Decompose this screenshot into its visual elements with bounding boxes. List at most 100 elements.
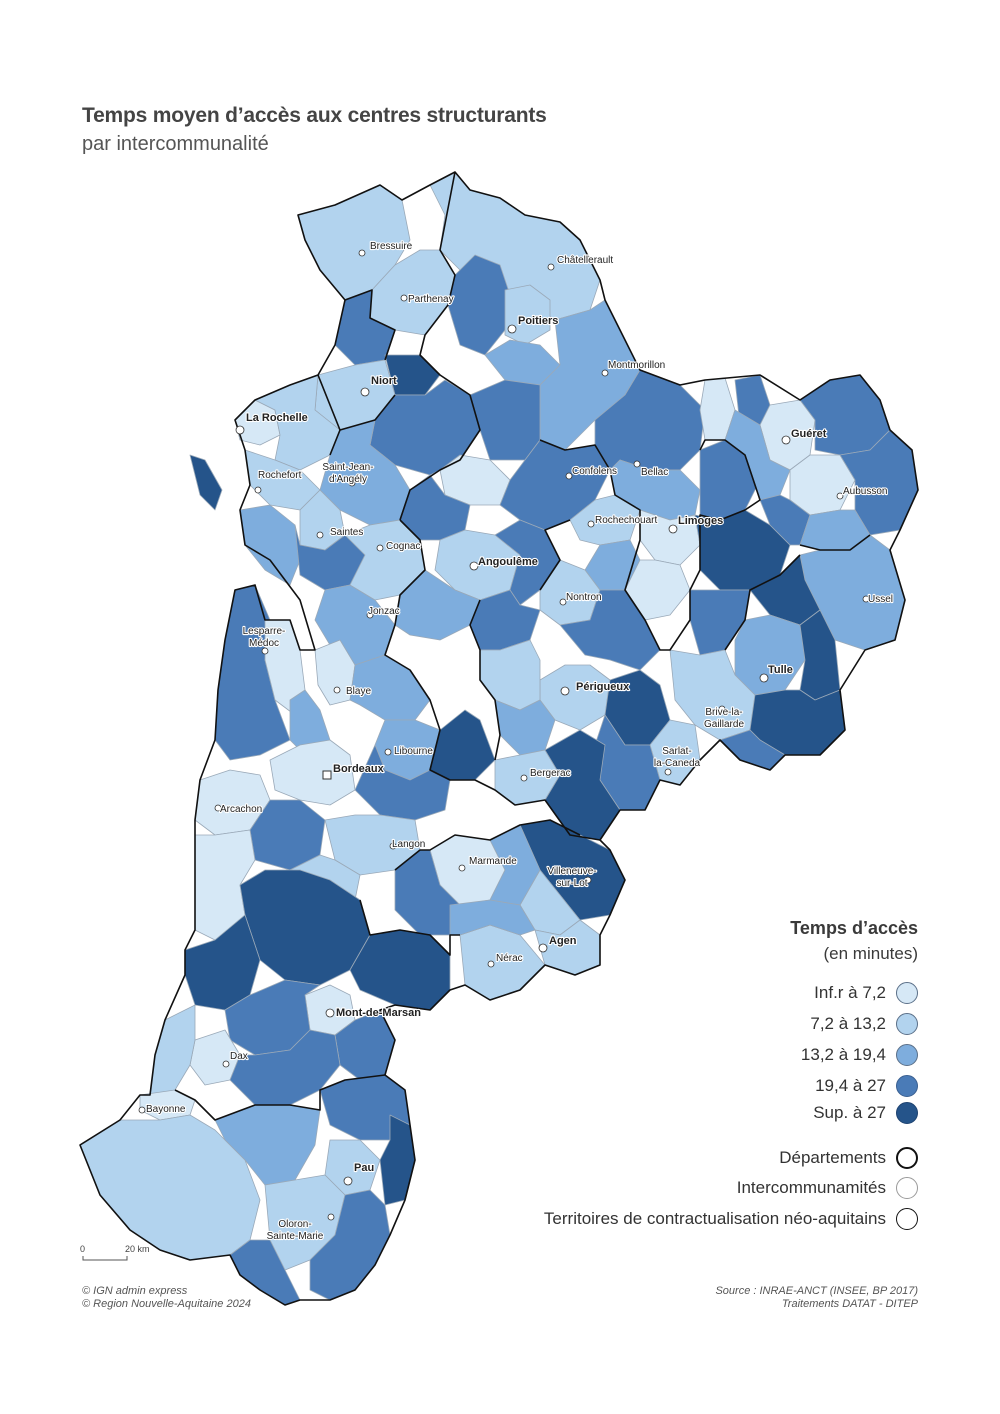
city-angouleme: Angoulême bbox=[469, 555, 539, 571]
city-marker bbox=[400, 294, 408, 302]
city-label: Lesparre-Médoc bbox=[243, 626, 286, 649]
city-label: Marmande bbox=[469, 856, 517, 867]
zone-gironde-sw bbox=[249, 799, 326, 871]
zone-rochechouart bbox=[569, 494, 641, 546]
city-marker bbox=[781, 435, 791, 445]
city-saintes: Saintes bbox=[316, 526, 364, 539]
zone-tulle bbox=[734, 614, 806, 696]
city-marker bbox=[384, 748, 392, 756]
legend-class-label: Sup. à 27 bbox=[813, 1103, 886, 1122]
city-langon: Langon bbox=[389, 838, 426, 851]
city-marker bbox=[668, 524, 678, 534]
legend-boundary-label: Territoires de contractualisation néo-aq… bbox=[543, 1209, 886, 1228]
city-marker bbox=[584, 876, 592, 884]
legend-class-4: 19,4 à 27 bbox=[815, 1074, 918, 1098]
city-mont-de-marsan: Mont-de-Marsan bbox=[325, 1006, 422, 1020]
city-niort: Niort bbox=[360, 374, 398, 397]
city-label: Arcachon bbox=[220, 804, 262, 815]
legend-class-label: Inf.r à 7,2 bbox=[814, 983, 886, 1002]
city-marker bbox=[322, 770, 332, 780]
city-marker bbox=[325, 1008, 335, 1018]
city-marker bbox=[836, 492, 844, 500]
zone-dordogne-sw bbox=[429, 709, 496, 781]
city-label: Aubusson bbox=[843, 486, 887, 497]
city-marker bbox=[360, 387, 370, 397]
city-label: Rochechouart bbox=[595, 515, 657, 526]
city-bergerac: Bergerac bbox=[520, 767, 572, 782]
city-cognac: Cognac bbox=[376, 540, 422, 553]
city-label: Saint-Jean-d'Angély bbox=[322, 462, 373, 485]
city-bordeaux: Bordeaux bbox=[322, 762, 386, 780]
city-marker bbox=[366, 611, 374, 619]
city-label: Bayonne bbox=[146, 1104, 186, 1115]
credit-source: Source : INRAE-ANCT (INSEE, BP 2017) bbox=[715, 1285, 918, 1297]
city-label: Mont-de-Marsan bbox=[336, 1007, 421, 1019]
city-label: Villeneuve-sur-Lot bbox=[547, 866, 596, 889]
legend-boundary-label: Départements bbox=[779, 1148, 886, 1167]
city-marker bbox=[507, 324, 517, 334]
city-oloron-sainte-marie: Oloron-Sainte-Marie bbox=[266, 1213, 335, 1243]
city-ussel: Ussel bbox=[862, 593, 894, 606]
zone-limoges bbox=[639, 509, 701, 566]
city-marker bbox=[327, 1213, 335, 1221]
legend-swatch bbox=[896, 1102, 918, 1124]
legend-boundary-territoires: Territoires de contractualisation néo-aq… bbox=[544, 1207, 918, 1231]
city-label: Châtellerault bbox=[557, 255, 613, 266]
city-label: Dax bbox=[230, 1051, 248, 1062]
city-marker bbox=[759, 673, 769, 683]
city-nontron: Nontron bbox=[559, 591, 603, 606]
zone-ile-oleron bbox=[189, 454, 223, 511]
city-label: Angoulême bbox=[478, 556, 538, 568]
city-label: Cognac bbox=[386, 541, 420, 552]
city-bayonne: Bayonne bbox=[138, 1103, 187, 1116]
city-label: Brive-la-Gaillarde bbox=[704, 707, 744, 730]
city-brive-la-gaillarde: Brive-la-Gaillarde bbox=[703, 705, 746, 731]
city-marker bbox=[559, 598, 567, 606]
city-saint-jean-d-angely: Saint-Jean-d'Angély bbox=[321, 461, 375, 487]
zone-vienne-west bbox=[447, 254, 511, 356]
legend-boundary-swatch bbox=[896, 1208, 918, 1230]
city-label: Bellac bbox=[641, 467, 668, 478]
city-label: Parthenay bbox=[408, 294, 454, 305]
city-label: Limoges bbox=[678, 515, 723, 527]
legend-class-3: 13,2 à 19,4 bbox=[801, 1043, 918, 1067]
legend-title: Temps d’accès bbox=[790, 918, 918, 938]
legend-boundary-intercommunalites: Intercommunamités bbox=[737, 1176, 918, 1200]
city-label: Bergerac bbox=[530, 768, 571, 779]
city-lesparre-medoc: Lesparre-Médoc bbox=[241, 625, 287, 655]
legend-swatch bbox=[896, 1075, 918, 1097]
city-marker bbox=[862, 595, 870, 603]
city-label: Sarlat-la-Caneda bbox=[654, 746, 701, 769]
legend-class-2: 7,2 à 13,2 bbox=[810, 1012, 918, 1036]
map-title: Temps moyen d’accès aux centres structur… bbox=[82, 104, 547, 127]
city-label: Bordeaux bbox=[333, 763, 385, 775]
city-label: Rochefort bbox=[258, 470, 302, 481]
city-chatellerault: Châtellerault bbox=[547, 254, 614, 271]
city-perigueux: Périgueux bbox=[560, 680, 631, 696]
legend-boundary-departements: Départements bbox=[779, 1146, 918, 1170]
city-limoges: Limoges bbox=[668, 514, 724, 534]
zone-royan bbox=[239, 504, 301, 586]
zone-vienne-sw bbox=[469, 379, 541, 461]
city-confolens: Confolens bbox=[565, 465, 618, 480]
city-marker bbox=[520, 774, 528, 782]
city-marker bbox=[389, 842, 397, 850]
city-label: Poitiers bbox=[518, 315, 558, 327]
zone-hv-south bbox=[624, 559, 691, 621]
city-label: Libourne bbox=[394, 746, 433, 757]
zone-dordogne-c bbox=[494, 699, 556, 756]
zone-confolens bbox=[499, 439, 611, 531]
credit-region: © Region Nouvelle-Aquitaine 2024 bbox=[82, 1298, 251, 1310]
city-bellac: Bellac bbox=[633, 460, 669, 479]
city-label: La Rochelle bbox=[246, 412, 308, 424]
scale-end: 20 km bbox=[125, 1244, 150, 1254]
zone-landes-mid bbox=[224, 979, 321, 1056]
legend-class-5: Sup. à 27 bbox=[813, 1101, 918, 1125]
city-label: Oloron-Sainte-Marie bbox=[267, 1219, 324, 1242]
credits-left: © IGN admin express © Region Nouvelle-Aq… bbox=[82, 1285, 251, 1311]
city-marker bbox=[601, 369, 609, 377]
city-marker bbox=[633, 460, 641, 468]
city-poitiers: Poitiers bbox=[507, 314, 559, 334]
legend-class-label: 7,2 à 13,2 bbox=[810, 1014, 886, 1033]
city-layer: Bressuire Châtellerault Parthenay Poitiers M… bbox=[138, 240, 894, 1243]
